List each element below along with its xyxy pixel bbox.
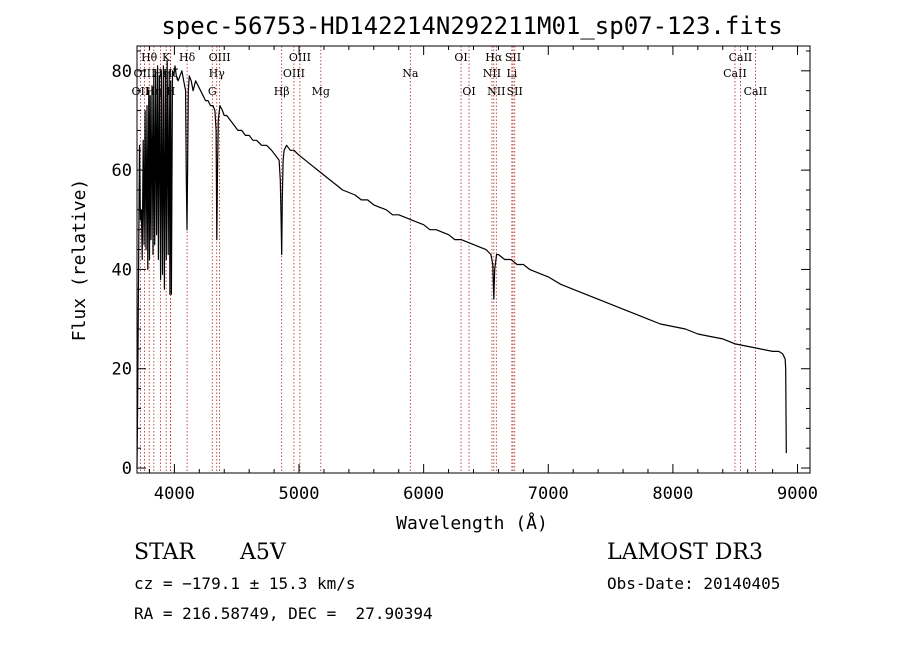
x-tick-label: 6000: [403, 484, 444, 504]
spectrum-line: [136, 60, 787, 469]
spectrum-series: [136, 60, 787, 469]
line-marker-label: OIII: [133, 67, 155, 80]
plot-frame: [136, 45, 811, 474]
line-marker-label: NII: [483, 67, 501, 80]
line-marker-label: CaII: [744, 85, 768, 98]
line-marker-label: CaII: [729, 51, 753, 64]
x-tick-label: 8000: [652, 484, 693, 504]
line-marker-label: Hβ: [274, 85, 290, 98]
line-marker-label: OIII: [209, 51, 231, 64]
axes: 4000 5000 6000 7000 8000 9000 0 20 40 60 80: [112, 46, 818, 504]
line-marker-label: Li: [506, 67, 517, 80]
line-marker-label: Mg: [312, 85, 330, 98]
line-marker-label: Hδ: [179, 51, 196, 64]
y-tick-label: 40: [112, 260, 132, 280]
line-marker-label: Hα: [485, 51, 503, 64]
y-tick-label: 80: [112, 62, 132, 82]
line-marker-label: Hε: [153, 67, 169, 80]
redshift-velocity: cz = −179.1 ± 15.3 km/s: [134, 574, 356, 593]
spectral-subclass: A5V: [240, 540, 286, 565]
line-marker-label: Hθ: [141, 51, 158, 64]
coordinates: RA = 216.58749, DEC = 27.90394: [134, 604, 433, 623]
x-tick-label: 7000: [528, 484, 569, 504]
line-marker-label: SII: [507, 85, 523, 98]
emission-line-markers: OIIHθOIIIHηHεKHHζHδGHγOIIIHβOIIIOIIIMgNa…: [132, 46, 768, 473]
line-marker-label: OIII: [289, 51, 311, 64]
line-marker-label: OIII: [283, 67, 305, 80]
y-tick-label: 0: [122, 459, 132, 479]
line-marker-label: G: [208, 85, 217, 98]
y-tick-label: 60: [112, 161, 132, 181]
y-tick-label: 20: [112, 360, 132, 380]
x-tick-label: 4000: [154, 484, 195, 504]
object-type: STAR: [134, 540, 195, 565]
chart-title: spec-56753-HD142214N292211M01_sp07-123.f…: [161, 12, 782, 40]
line-marker-label: Hγ: [209, 67, 226, 80]
line-marker-label: OI: [454, 51, 467, 64]
survey-name: LAMOST DR3: [607, 540, 763, 565]
observation-date: Obs-Date: 20140405: [607, 574, 781, 593]
line-marker-label: K: [162, 51, 171, 64]
x-axis-label: Wavelength (Å): [396, 512, 548, 534]
line-marker-label: CaII: [723, 67, 747, 80]
line-marker-label: Na: [402, 67, 419, 80]
line-marker-label: SII: [505, 51, 521, 64]
x-tick-label: 9000: [777, 484, 818, 504]
line-marker-label: NII: [487, 85, 505, 98]
y-axis-label: Flux (relative): [69, 179, 90, 342]
x-tick-label: 5000: [279, 484, 320, 504]
line-marker-label: OI: [462, 85, 475, 98]
